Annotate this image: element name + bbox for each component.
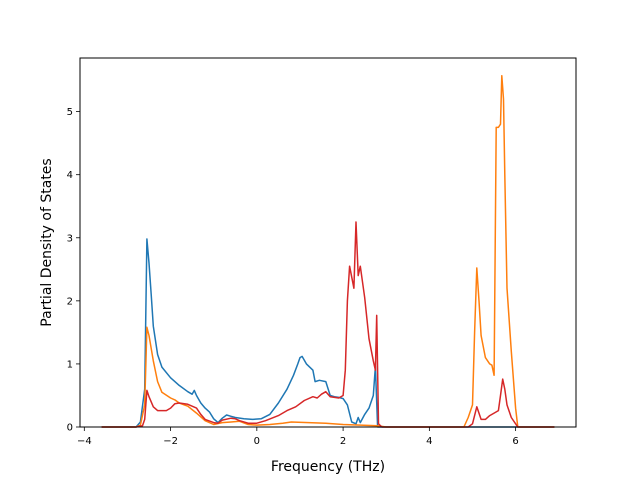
x-tick-label: 6 xyxy=(512,436,518,447)
x-tick-label: −4 xyxy=(77,436,92,447)
plot-frame xyxy=(79,57,577,428)
y-tick-label: 0 xyxy=(67,423,73,434)
x-tick-label: 2 xyxy=(340,436,346,447)
plot-lines xyxy=(101,74,555,428)
x-tick-label: −2 xyxy=(163,436,178,447)
x-tick-label: 0 xyxy=(254,436,260,447)
y-tick-label: 3 xyxy=(67,233,73,244)
y-tick-label: 5 xyxy=(67,107,73,118)
y-axis-label: Partial Density of States xyxy=(39,158,55,326)
y-tick-label: 1 xyxy=(67,359,73,370)
y-axis: 0 1 2 3 4 5 xyxy=(67,107,80,434)
series-line-1 xyxy=(101,238,555,428)
series-line-3 xyxy=(101,221,555,428)
y-tick-label: 2 xyxy=(67,296,73,307)
x-tick-label: 4 xyxy=(426,436,432,447)
series-line-2 xyxy=(101,74,555,428)
x-axis-label: Frequency (THz) xyxy=(271,459,385,475)
x-axis: −4 −2 0 2 4 6 xyxy=(77,427,519,447)
y-tick-label: 4 xyxy=(67,170,73,181)
